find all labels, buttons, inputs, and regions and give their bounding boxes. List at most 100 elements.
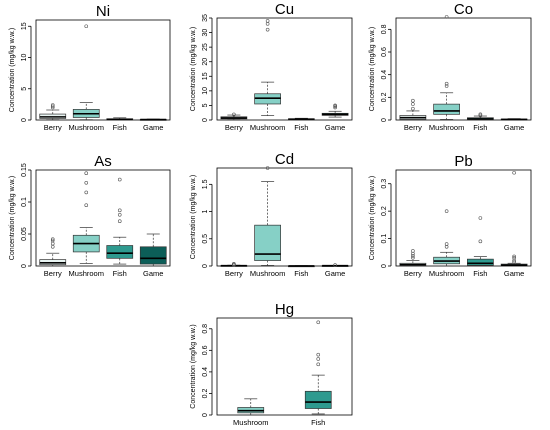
chart-panel-cu: Cu 0 5 10 15 20 25 30 35 Concentration (mg/kg w.w… [190,1,353,132]
y-axis-label: Concentration (mg/kg w.w.) [9,176,16,260]
y-axis-label: Concentration (mg/kg w.w.) [9,28,16,112]
chart-panel-co: Co 0 0.2 0.4 0.6 0.8 Concentration (mg/kg w.w.… [369,1,532,132]
plot-frame [216,317,353,416]
outlier-point-berry [50,241,55,246]
outlier-point-berry [411,255,415,260]
y-tick-label: 0.1 [21,197,28,207]
outlier-point-berry [50,245,55,249]
y-tick-label: 0.15 [21,163,28,177]
x-category-label: Game [143,269,163,278]
y-tick-label: 0 [21,264,28,268]
plot-frame [395,17,532,121]
outlier-point-berry [232,262,236,266]
outlier-point-mushroom [265,22,270,26]
outlier-point-mushroom [84,171,89,175]
x-category-label: Mushroom [250,123,285,132]
y-tick-label: 0 [21,118,28,122]
y-tick-label: 0.2 [381,92,388,102]
plot-frame [35,19,171,121]
outlier-point-game [333,103,337,108]
x-category-label: Game [325,123,345,132]
y-tick-label: 0.1 [381,234,388,244]
outlier-point-mushroom [444,81,449,86]
chart-title: Cu [275,1,294,18]
y-tick-label: 30 [202,29,209,37]
chart-title: Pb [454,153,472,170]
outlier-point-berry [50,104,55,109]
outlier-point-mushroom [84,190,89,195]
y-tick-label: 1.5 [202,179,209,189]
outlier-point-berry [411,249,415,253]
outlier-point-berry [50,103,55,107]
chart-panel-cd: Cd 0 0.5 1 1.5 Concentration (mg/kg w.w.) Berr… [190,151,353,278]
chart-panel-as: As 0 0.05 0.1 0.15 Concentration (mg/kg w.w.)… [9,153,171,278]
outlier-point-game [512,260,516,264]
y-tick-label: 20 [202,58,209,66]
x-category-label: Fish [294,269,308,278]
x-category-label: Berry [404,123,422,132]
chart-title: As [94,153,112,170]
plot-frame [35,169,171,267]
outlier-point-fish [117,208,122,213]
y-tick-label: 0.05 [21,227,28,241]
outlier-point-berry [50,238,55,243]
x-category-label: Berry [225,123,243,132]
y-tick-label: 0.3 [381,179,388,189]
outlier-point-berry [411,98,415,103]
x-category-label: Mushroom [69,123,104,132]
outlier-point-berry [411,254,415,258]
outlier-point-game [512,255,516,260]
outlier-point-mushroom [444,15,449,19]
outlier-point-fish [316,320,321,325]
box-fish [106,245,134,259]
chart-title: Hg [275,301,294,318]
outlier-point-game [333,263,337,267]
x-category-label: Fish [473,123,487,132]
x-category-label: Fish [311,418,325,427]
box-fish [304,390,332,409]
y-tick-label: 15 [21,22,28,30]
y-axis-label: Concentration (mg/kg w.w.) [369,176,376,260]
outlier-point-mushroom [265,27,270,32]
y-tick-label: 0.8 [202,324,209,334]
y-axis-label: Concentration (mg/kg w.w.) [369,27,376,111]
outlier-point-fish [117,213,122,217]
x-category-label: Fish [113,123,127,132]
y-tick-label: 10 [202,87,209,95]
outlier-point-fish [478,216,483,220]
y-tick-label: 15 [202,72,209,80]
chart-title: Cd [275,151,294,168]
outlier-point-fish [117,177,122,182]
y-axis-label: Concentration (mg/kg w.w.) [190,175,197,259]
y-tick-label: 1 [202,210,209,214]
y-tick-label: 0 [202,413,209,417]
outlier-point-berry [232,112,236,117]
outlier-point-berry [411,106,415,111]
y-tick-label: 0 [381,264,388,268]
y-tick-label: 25 [202,43,209,51]
x-category-label: Fish [113,269,127,278]
chart-panel-hg: Hg 0 0.2 0.4 0.6 0.8 Concentration (mg/kg w.w.… [190,301,353,427]
x-category-label: Game [143,123,163,132]
x-category-label: Game [325,269,345,278]
y-tick-label: 0.6 [202,345,209,355]
y-tick-label: 0.2 [381,206,388,216]
outlier-point-game [512,170,516,175]
outlier-point-berry [411,102,415,106]
outlier-point-mushroom [265,166,270,170]
x-category-label: Mushroom [429,123,464,132]
y-tick-label: 10 [21,54,28,62]
x-category-label: Berry [404,269,422,278]
plot-frame [216,167,353,267]
chart-panel-pb: Pb 0 0.1 0.2 0.3 Concentration (mg/kg w.w.) Be… [369,153,532,278]
outlier-point-mushroom [444,84,449,88]
outlier-point-fish [478,113,483,118]
x-category-label: Game [504,123,524,132]
x-category-label: Mushroom [69,269,104,278]
box-mushroom [433,103,460,115]
outlier-point-game [512,254,516,259]
outlier-point-fish [316,352,321,357]
outlier-point-mushroom [444,209,449,213]
box-game [139,246,167,265]
